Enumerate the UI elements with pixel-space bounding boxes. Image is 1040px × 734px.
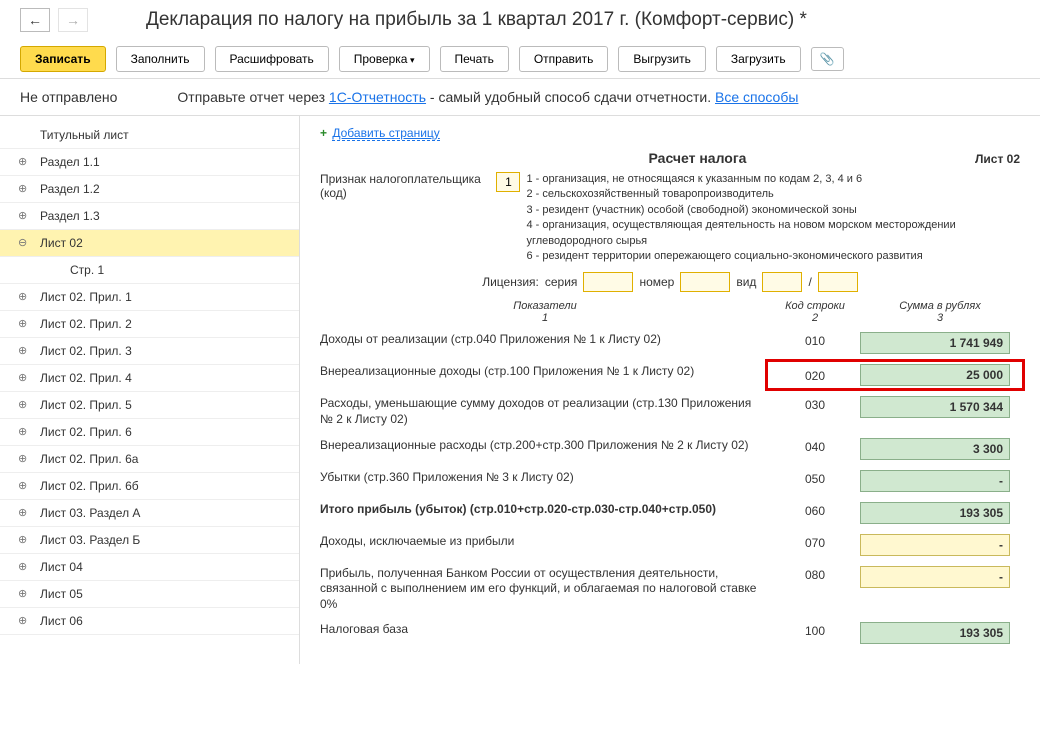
write-button[interactable]: Записать (20, 46, 106, 72)
license-sub-input[interactable] (818, 272, 858, 292)
sheet-number: Лист 02 (975, 152, 1020, 166)
license-row: Лицензия: серия номер вид / (320, 272, 1020, 292)
tree-item[interactable]: Стр. 1 (0, 257, 299, 284)
row-code: 020 (770, 367, 860, 383)
data-row: Убытки (стр.360 Приложения № 3 к Листу 0… (320, 470, 1020, 492)
plus-icon: + (320, 126, 327, 140)
tree-item[interactable]: Лист 02. Прил. 5 (0, 392, 299, 419)
tree-item[interactable]: Лист 02. Прил. 6 (0, 419, 299, 446)
reporting-link[interactable]: 1С-Отчетность (329, 89, 426, 105)
value-field[interactable]: 3 300 (860, 438, 1010, 460)
send-button[interactable]: Отправить (519, 46, 609, 72)
tree-item[interactable]: Лист 02. Прил. 2 (0, 311, 299, 338)
sidebar-tree: Титульный листРаздел 1.1Раздел 1.2Раздел… (0, 116, 300, 664)
highlight-box: 02025 000 (765, 359, 1025, 391)
print-button[interactable]: Печать (440, 46, 509, 72)
row-label: Расходы, уменьшающие сумму доходов от ре… (320, 396, 770, 427)
main-content: + Добавить страницу Расчет налога Лист 0… (300, 116, 1040, 664)
value-field[interactable]: 193 305 (860, 622, 1010, 644)
add-page-row: + Добавить страницу (320, 126, 1020, 140)
data-rows: Доходы от реализации (стр.040 Приложения… (320, 332, 1020, 644)
row-label: Внереализационные расходы (стр.200+стр.3… (320, 438, 770, 454)
all-ways-link[interactable]: Все способы (715, 89, 798, 105)
data-row: Доходы от реализации (стр.040 Приложения… (320, 332, 1020, 354)
status-bar: Не отправлено Отправьте отчет через 1С-О… (0, 79, 1040, 116)
code-explanations: 1 - организация, не относящаяся к указан… (526, 172, 1020, 264)
status-label: Не отправлено (20, 89, 117, 105)
row-code: 060 (770, 502, 860, 518)
value-field[interactable]: - (860, 566, 1010, 588)
data-row: Прибыль, полученная Банком России от осу… (320, 566, 1020, 613)
tree-item[interactable]: Лист 04 (0, 554, 299, 581)
taxpayer-row: Признак налогоплательщика (код) 1 - орга… (320, 172, 1020, 264)
fill-button[interactable]: Заполнить (116, 46, 205, 72)
value-field[interactable]: - (860, 470, 1010, 492)
status-hint: Отправьте отчет через 1С-Отчетность - са… (177, 89, 798, 105)
toolbar: Записать Заполнить Расшифровать Проверка… (0, 40, 1040, 79)
export-button[interactable]: Выгрузить (618, 46, 706, 72)
tree-item[interactable]: Лист 05 (0, 581, 299, 608)
tree-item[interactable]: Лист 02. Прил. 6а (0, 446, 299, 473)
license-number-input[interactable] (680, 272, 730, 292)
topbar: ← → Декларация по налогу на прибыль за 1… (0, 0, 1040, 40)
tree-item[interactable]: Лист 03. Раздел Б (0, 527, 299, 554)
row-code: 070 (770, 534, 860, 550)
row-code: 010 (770, 332, 860, 348)
taxpayer-label: Признак налогоплательщика (код) (320, 172, 490, 200)
taxpayer-code-input[interactable] (496, 172, 520, 192)
row-code: 030 (770, 396, 860, 412)
row-code: 040 (770, 438, 860, 454)
tree-item[interactable]: Лист 06 (0, 608, 299, 635)
tree-item[interactable]: Лист 02. Прил. 3 (0, 338, 299, 365)
row-label: Налоговая база (320, 622, 770, 638)
row-label: Убытки (стр.360 Приложения № 3 к Листу 0… (320, 470, 770, 486)
tree-item[interactable]: Лист 02 (0, 230, 299, 257)
attach-icon[interactable]: 📎 (811, 47, 844, 71)
data-row: Внереализационные доходы (стр.100 Прилож… (320, 364, 1020, 386)
row-label: Доходы, исключаемые из прибыли (320, 534, 770, 550)
row-label: Итого прибыль (убыток) (стр.010+стр.020-… (320, 502, 770, 518)
tree-item[interactable]: Лист 03. Раздел А (0, 500, 299, 527)
data-row: Итого прибыль (убыток) (стр.010+стр.020-… (320, 502, 1020, 524)
data-row: Налоговая база100193 305 (320, 622, 1020, 644)
license-series-input[interactable] (583, 272, 633, 292)
tree-item[interactable]: Лист 02. Прил. 6б (0, 473, 299, 500)
tree-item[interactable]: Раздел 1.2 (0, 176, 299, 203)
decode-button[interactable]: Расшифровать (215, 46, 329, 72)
data-row: Доходы, исключаемые из прибыли070- (320, 534, 1020, 556)
tree-item[interactable]: Лист 02. Прил. 1 (0, 284, 299, 311)
data-row: Расходы, уменьшающие сумму доходов от ре… (320, 396, 1020, 427)
add-page-link[interactable]: Добавить страницу (332, 126, 439, 141)
tree-item[interactable]: Раздел 1.3 (0, 203, 299, 230)
tree-item[interactable]: Раздел 1.1 (0, 149, 299, 176)
value-field[interactable]: 1 570 344 (860, 396, 1010, 418)
row-label: Доходы от реализации (стр.040 Приложения… (320, 332, 770, 348)
sheet-title: Расчет налога (420, 150, 975, 166)
tree-item[interactable]: Лист 02. Прил. 4 (0, 365, 299, 392)
license-type-input[interactable] (762, 272, 802, 292)
value-field[interactable]: 193 305 (860, 502, 1010, 524)
row-code: 100 (770, 622, 860, 638)
value-field[interactable]: 25 000 (860, 364, 1010, 386)
data-row: Внереализационные расходы (стр.200+стр.3… (320, 438, 1020, 460)
column-headers: Показатели1 Код строки2 Сумма в рублях3 (320, 300, 1020, 324)
row-code: 050 (770, 470, 860, 486)
value-field[interactable]: 1 741 949 (860, 332, 1010, 354)
import-button[interactable]: Загрузить (716, 46, 801, 72)
page-title: Декларация по налогу на прибыль за 1 ква… (146, 9, 807, 31)
row-code: 080 (770, 566, 860, 582)
check-button[interactable]: Проверка (339, 46, 430, 72)
nav-forward-button[interactable]: → (58, 8, 88, 32)
row-label: Прибыль, полученная Банком России от осу… (320, 566, 770, 613)
tree-item[interactable]: Титульный лист (0, 122, 299, 149)
row-label: Внереализационные доходы (стр.100 Прилож… (320, 364, 770, 380)
value-field[interactable]: - (860, 534, 1010, 556)
nav-back-button[interactable]: ← (20, 8, 50, 32)
